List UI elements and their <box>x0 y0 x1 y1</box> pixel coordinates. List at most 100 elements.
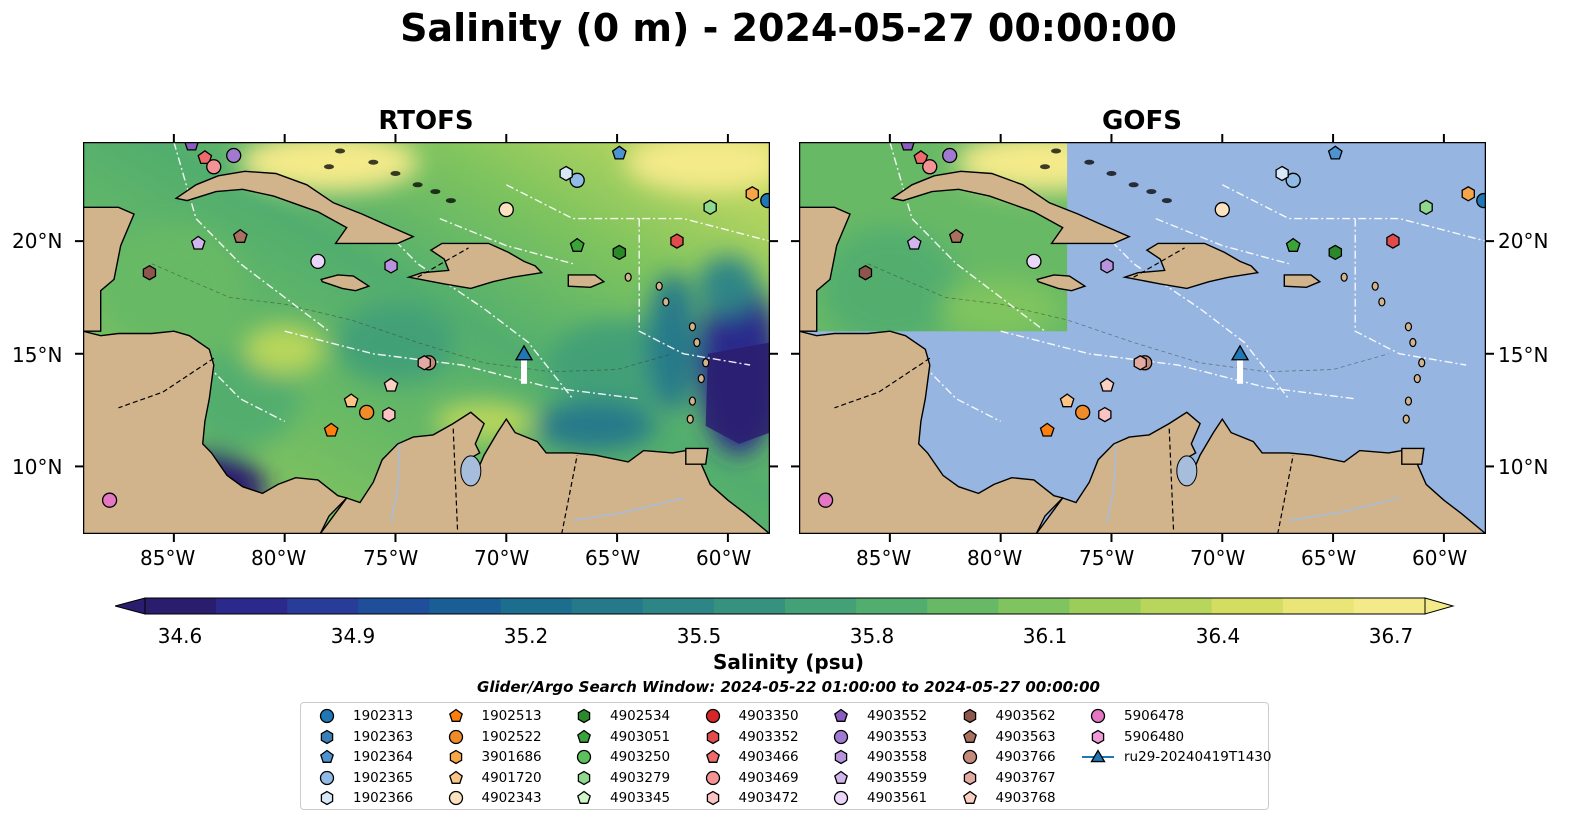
legend-label: 1902513 <box>481 708 542 724</box>
circle-marker-icon <box>448 791 463 806</box>
colorbar-tick: 36.1 <box>1022 624 1068 648</box>
map-gofs <box>799 142 1486 534</box>
pentagon-marker-icon <box>834 708 848 722</box>
circle-marker-icon <box>705 708 720 724</box>
float-marker-4903768 <box>383 377 399 392</box>
legend-entry-1902363: 1902363 <box>309 727 413 747</box>
float-marker-4903558 <box>1100 258 1114 274</box>
lon-label-85w-right: 85°W <box>856 546 912 570</box>
colorbar-tick: 36.4 <box>1195 624 1241 648</box>
circle-marker-icon <box>962 750 977 765</box>
hexagon-marker-icon <box>706 791 719 806</box>
float-marker-4903352 <box>1386 233 1400 249</box>
circle-marker-icon <box>319 708 335 724</box>
legend-entry-1902364: 1902364 <box>309 747 413 767</box>
colorbar-tick: 35.8 <box>849 624 895 648</box>
lon-label-80w-left: 80°W <box>251 546 307 570</box>
legend-entry-4901720: 4901720 <box>438 768 542 788</box>
hexagon-marker-icon <box>1091 729 1105 744</box>
legend-entry-ru29-20240419T1430: ru29-20240419T1430 <box>1080 747 1271 767</box>
legend-entry-4903553: 4903553 <box>823 727 927 747</box>
legend-label: 1902365 <box>353 769 414 786</box>
legend-entry-4903766: 4903766 <box>952 747 1056 767</box>
legend-label: 4903766 <box>995 749 1056 766</box>
float-marker-4902534 <box>1328 244 1343 261</box>
search-window-text: Glider/Argo Search Window: 2024-05-22 01… <box>477 678 1100 696</box>
figure-title: Salinity (0 m) - 2024-05-27 00:00:00 <box>400 6 1177 50</box>
hexagon-marker-icon <box>577 708 591 724</box>
legend-entry-4903563: 4903563 <box>952 727 1056 747</box>
float-marker-4901720 <box>343 393 359 408</box>
float-marker-1902365 <box>569 172 585 188</box>
legend-entry-4903561: 4903561 <box>823 788 927 808</box>
float-marker-1902313 <box>760 192 770 209</box>
colorbar-label: Salinity (psu) <box>712 650 864 674</box>
pentagon-marker-icon <box>320 749 334 764</box>
glider-track <box>1230 344 1250 384</box>
legend-label: 1902366 <box>353 790 414 807</box>
pentagon-marker-icon <box>962 791 977 805</box>
legend-label: 5906478 <box>1124 708 1185 724</box>
legend-label: 4903553 <box>867 728 928 745</box>
pentagon-marker-icon <box>962 729 977 743</box>
float-marker-4902534 <box>612 244 627 261</box>
legend-entry-1902522: 1902522 <box>438 727 542 747</box>
legend-label: 4902534 <box>610 708 671 724</box>
legend-label: 1902364 <box>353 749 414 766</box>
legend-entry-4903558: 4903558 <box>823 747 927 767</box>
float-marker-4903552 <box>184 142 199 151</box>
legend-entry-4903250: 4903250 <box>566 747 670 767</box>
lat-label-20n-right: 20°N <box>1498 229 1549 253</box>
legend-entry-4903562: 4903562 <box>952 706 1056 726</box>
circle-marker-icon <box>1090 708 1106 724</box>
legend-entry-4903768: 4903768 <box>952 788 1056 808</box>
legend-label: 4903562 <box>995 708 1056 724</box>
lon-label-60w-left: 60°W <box>696 546 752 570</box>
lat-label-15n-right: 15°N <box>1498 343 1549 367</box>
float-marker-4903552 <box>900 142 915 151</box>
lon-label-65w-right: 65°W <box>1301 546 1357 570</box>
float-marker-4903767 <box>417 355 431 371</box>
float-marker-4903561 <box>310 253 326 270</box>
float-marker-1902366 <box>559 165 573 182</box>
float-marker-4903563 <box>232 228 248 243</box>
float-marker-4902343 <box>1214 201 1230 218</box>
lon-label-70w-left: 70°W <box>474 546 530 570</box>
legend-label: 4903768 <box>995 790 1056 807</box>
float-marker-3901686 <box>745 186 759 202</box>
float-marker-4901720 <box>1059 393 1075 408</box>
float-marker-4903562 <box>142 264 157 281</box>
float-marker-4903466 <box>913 149 929 165</box>
float-marker-1902365 <box>1285 172 1301 188</box>
circle-marker-icon <box>705 770 720 785</box>
panel-title-gofs: GOFS <box>1102 106 1182 136</box>
pentagon-marker-icon <box>448 770 463 784</box>
lon-label-70w-right: 70°W <box>1190 546 1246 570</box>
colorbar-tick: 34.6 <box>157 624 203 648</box>
hexagon-marker-icon <box>963 770 976 786</box>
lon-label-75w-left: 75°W <box>363 546 419 570</box>
float-marker-4902343 <box>498 201 514 218</box>
triangle-line-marker-icon <box>1082 749 1114 763</box>
hexagon-marker-icon <box>449 749 462 765</box>
legend-entry-3901686: 3901686 <box>438 747 542 767</box>
legend-entry-4903552: 4903552 <box>823 706 927 726</box>
legend-label: 4901720 <box>481 769 542 786</box>
legend-label: 4903466 <box>738 749 799 766</box>
float-marker-4903563 <box>948 228 964 243</box>
float-marker-4903472 <box>1098 406 1112 423</box>
legend-label: 4903559 <box>867 769 928 786</box>
hexagon-marker-icon <box>320 729 334 744</box>
float-marker-4903279 <box>1419 199 1433 216</box>
lon-label-60w-right: 60°W <box>1412 546 1468 570</box>
circle-marker-icon <box>833 791 849 806</box>
lat-label-20n-left: 20°N <box>12 229 63 253</box>
glider-track <box>514 344 534 384</box>
legend-entry-5906478: 5906478 <box>1080 706 1184 726</box>
legend-entry-4903472: 4903472 <box>695 788 799 808</box>
lon-label-65w-left: 65°W <box>585 546 641 570</box>
float-marker-4903466 <box>197 149 213 165</box>
legend-label: 4903352 <box>738 728 799 745</box>
legend-entry-4903350: 4903350 <box>695 706 799 726</box>
legend-entry-5906480: 5906480 <box>1080 727 1184 747</box>
